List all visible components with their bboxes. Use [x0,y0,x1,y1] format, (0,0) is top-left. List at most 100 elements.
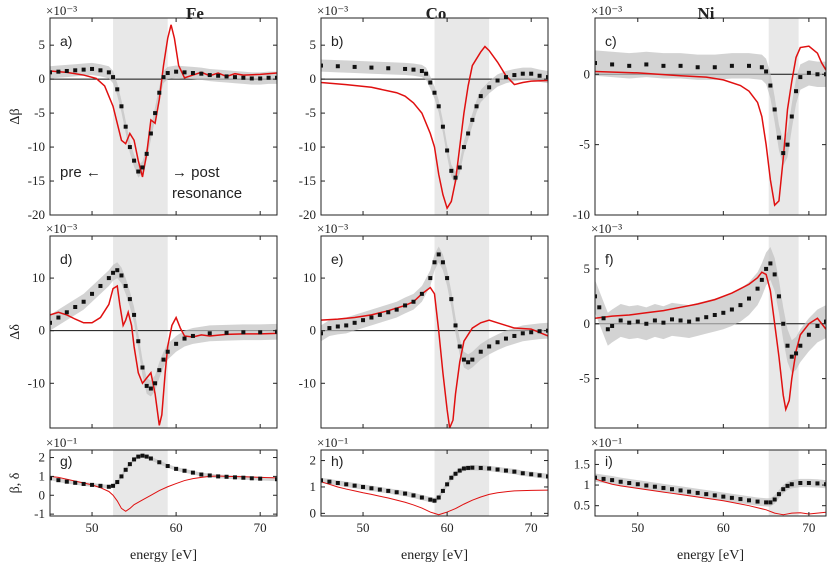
measured-point [601,316,606,321]
measured-point [140,365,145,370]
model-series-line [595,478,826,516]
measured-point [182,70,187,75]
measured-point [687,319,692,324]
measured-point [470,117,475,122]
axes-frame [49,17,278,216]
measured-point [369,315,374,320]
measured-point [224,74,229,79]
measured-point [224,474,229,479]
measured-point [258,330,263,335]
uncertainty-band [50,262,277,397]
panel-label: h) [331,453,343,469]
measured-point [798,481,803,485]
measured-point [635,482,640,487]
measured-point [64,479,69,484]
axes-frame [49,449,278,517]
measured-point [670,317,674,322]
measured-point [386,66,391,71]
measured-point [140,165,145,170]
measured-point [644,321,649,326]
measured-point [232,75,237,80]
measured-point [190,470,195,475]
measured-point [377,312,382,317]
measured-point [478,349,483,354]
x-tick-label: 60 [441,520,454,535]
measured-point [386,488,391,493]
measured-point [806,332,811,337]
measured-point [207,331,212,336]
y-tick-label: 1 [310,479,317,494]
y-tick-label: 0 [310,323,317,338]
axis-exponent: ×10⁻¹ [46,435,77,450]
panel-label: f) [605,251,614,267]
axis-exponent: ×10⁻¹ [591,435,622,450]
axes-frame [594,235,827,429]
y-tick-label: 0 [39,323,46,338]
panel-d: -10 0 10 ×10⁻³ d) Δδ [8,221,278,429]
x-tick-label: 70 [802,520,815,535]
measured-point [466,360,471,365]
measured-point [115,480,120,485]
measured-point [123,283,128,288]
measured-point [520,71,525,76]
measured-point [190,71,195,76]
measured-point [781,151,786,156]
measured-point [755,286,760,291]
measured-point [115,87,120,92]
measured-point [595,475,597,480]
measured-point [721,310,726,315]
measured-point [627,481,632,485]
measured-point [595,61,597,66]
measured-point [361,318,366,323]
y-tick-label: -10 [28,139,45,154]
measured-point [327,326,332,331]
measured-point [73,305,78,310]
measured-point [241,75,246,80]
measured-point [695,490,700,495]
measured-point [747,296,751,301]
measured-point [503,75,508,80]
panel-g: -1 0 1 2 50 60 70 ×10⁻¹ g) β, δ energy [eV] [8,435,278,563]
measured-point [56,478,61,483]
measured-point [161,75,166,80]
axes-frame [320,235,549,429]
panel-label: d) [60,251,72,267]
measured-point [249,476,254,481]
measured-point [738,303,743,308]
measured-point [461,145,466,150]
measured-point [529,472,534,477]
measured-point [618,479,623,484]
measured-point [98,483,103,488]
y-tick-label: -20 [299,207,316,222]
measured-point [90,66,95,71]
measured-point [529,330,534,335]
measured-point [144,383,149,388]
measured-point [537,329,542,334]
y-tick-label: 1.5 [574,456,590,471]
measured-point [111,75,116,80]
model-series-line [50,475,277,512]
y-tick-label: -10 [573,207,590,222]
measured-point [369,65,374,70]
model-series-line [595,271,826,413]
measured-point [424,71,429,76]
measured-point [64,68,69,73]
measured-point [520,331,525,336]
y-tick-label: -5 [579,371,590,386]
measured-point [98,283,103,288]
y-tick-label: -10 [299,375,316,390]
measured-point [321,331,323,336]
measured-point [403,66,408,71]
measured-point [377,487,382,492]
uncertainty-band [595,50,826,166]
measured-point [601,476,606,481]
measured-point [478,94,483,99]
measured-point [772,107,777,112]
axis-exponent: ×10⁻³ [317,221,348,236]
model-series-line [595,45,826,207]
panel-i: 0.5 1 1.5 50 60 70 ×10⁻¹ i) energy [eV] [574,435,827,563]
x-tick-label: 50 [357,520,370,535]
measured-point [764,500,769,505]
y-tick-label: 10 [303,270,316,285]
measured-point [157,460,162,465]
